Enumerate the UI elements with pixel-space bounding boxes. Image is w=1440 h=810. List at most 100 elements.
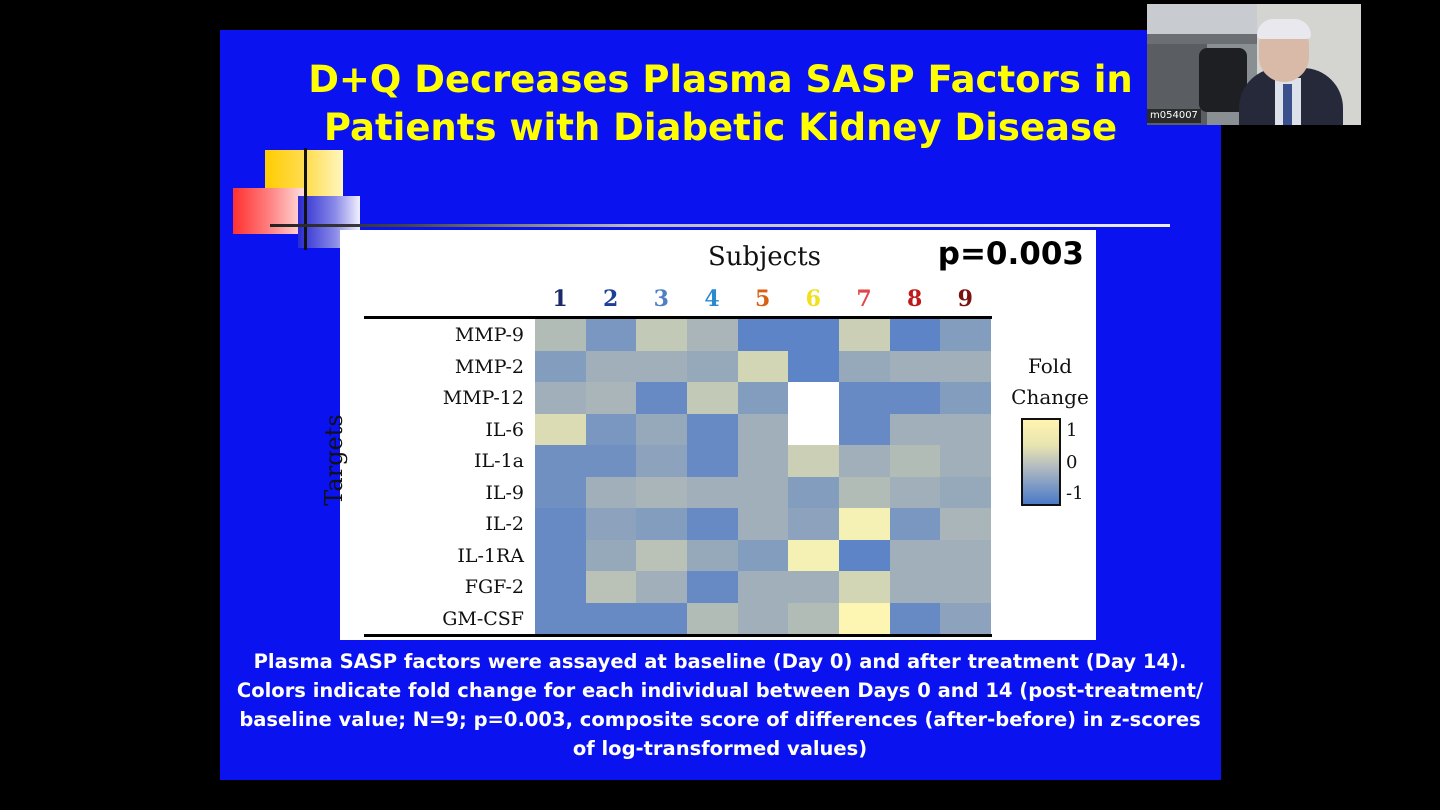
heatmap-cell [940, 571, 992, 603]
heatmap-cell [737, 382, 789, 414]
heatmap-cell [737, 319, 789, 351]
row-label: MMP-2 [454, 355, 524, 378]
heatmap-top-rule [364, 316, 992, 319]
decor-square-red [233, 188, 305, 234]
heatmap-cell [889, 445, 941, 477]
heatmap-cell [889, 319, 941, 351]
heatmap-cell [889, 382, 941, 414]
heatmap-cell [940, 602, 992, 635]
heatmap-cell [585, 382, 637, 414]
heatmap-cell [788, 382, 840, 414]
column-label: 6 [805, 286, 821, 312]
legend-title-line1: Fold [1027, 354, 1073, 378]
heatmap-cell [687, 539, 738, 572]
heatmap-cell [839, 319, 890, 351]
heatmap-cell [788, 571, 840, 603]
heatmap-cell [737, 445, 789, 477]
heatmap-cell [687, 602, 738, 635]
heatmap-cell [585, 508, 637, 540]
heatmap-cell [839, 382, 890, 414]
heatmap-cell [636, 508, 688, 540]
heatmap-cell [940, 350, 992, 383]
heatmap-cell [737, 413, 789, 446]
heatmap-cell [788, 602, 840, 635]
legend-title-line2: Change [1011, 385, 1089, 409]
decor-horizontal-rule [270, 224, 1170, 227]
heatmap-cell [636, 413, 688, 446]
heatmap-cell [889, 350, 941, 383]
legend-tick-high: 1 [1066, 420, 1078, 441]
heatmap-cell [737, 571, 789, 603]
p-value-annotation: p=0.003 [937, 236, 1084, 272]
column-label: 5 [755, 286, 771, 312]
decor-vertical-line [304, 148, 307, 250]
heatmap-cell [788, 539, 840, 572]
heatmap-cell [636, 539, 688, 572]
heatmap-cell [687, 571, 738, 603]
heatmap-cell [687, 508, 738, 540]
heatmap-cell [889, 602, 941, 635]
heatmap-cell [940, 508, 992, 540]
heatmap-cell [687, 382, 738, 414]
webcam-speaker-tie [1283, 84, 1292, 125]
heatmap-cell [585, 539, 637, 572]
heatmap-cell [940, 445, 992, 477]
heatmap-cell [889, 508, 941, 540]
heatmap-cell [585, 350, 637, 383]
row-label: MMP-9 [454, 324, 524, 346]
column-label: 4 [704, 286, 720, 312]
heatmap-cell [585, 413, 637, 446]
webcam-speaker-hair [1257, 19, 1311, 39]
heatmap-cell [585, 571, 637, 603]
heatmap-cell [839, 508, 890, 540]
legend-tick-low: -1 [1066, 483, 1084, 504]
heatmap-cell [585, 319, 637, 351]
heatmap-cell [636, 382, 688, 414]
row-label: GM-CSF [442, 607, 524, 630]
heatmap-cell [839, 445, 890, 477]
heatmap-cell [940, 413, 992, 446]
heatmap-cell [535, 350, 586, 383]
heatmap-cell [636, 445, 688, 477]
heatmap-cell [788, 476, 840, 509]
row-label: IL-2 [485, 513, 524, 535]
subjects-axis-label: Subjects [708, 242, 822, 272]
heatmap-cell [839, 476, 890, 509]
heatmap-cell [839, 539, 890, 572]
heatmap-cell [687, 413, 738, 446]
webcam-shelf-edge [1147, 34, 1257, 44]
row-label: IL-9 [485, 481, 524, 504]
heatmap-cell [940, 539, 992, 572]
column-label: 9 [957, 286, 973, 312]
heatmap-grid [535, 319, 992, 635]
heatmap-cell [788, 413, 840, 446]
heatmap-cell [737, 476, 789, 509]
heatmap-cell [585, 476, 637, 509]
webcam-thumbnail[interactable]: m054007 [1147, 4, 1361, 125]
heatmap-cell [788, 350, 840, 383]
heatmap-cell [889, 413, 941, 446]
heatmap-cell [636, 476, 688, 509]
heatmap-cell [585, 602, 637, 635]
heatmap-cell [788, 508, 840, 540]
heatmap-cell [535, 319, 586, 351]
heatmap-cell [535, 445, 586, 477]
heatmap-cell [535, 602, 586, 635]
heatmap-cell [839, 413, 890, 446]
heatmap-cell [636, 571, 688, 603]
heatmap-cell [687, 476, 738, 509]
row-label: MMP-12 [442, 387, 524, 409]
heatmap-cell [737, 539, 789, 572]
column-label: 2 [603, 286, 619, 312]
heatmap-cell [737, 508, 789, 540]
legend-tick-mid: 0 [1066, 452, 1078, 473]
heatmap-cell [535, 476, 586, 509]
slide-title-line2: Patients with Diabetic Kidney Disease [323, 106, 1118, 149]
heatmap-cell [585, 445, 637, 477]
row-label: FGF-2 [464, 576, 524, 598]
row-label: IL-1RA [457, 544, 524, 567]
heatmap-cell [636, 602, 688, 635]
slide: D+Q Decreases Plasma SASP Factors in Pat… [220, 30, 1221, 780]
slide-title-line1: D+Q Decreases Plasma SASP Factors in [308, 58, 1133, 101]
column-label: 8 [907, 286, 923, 312]
